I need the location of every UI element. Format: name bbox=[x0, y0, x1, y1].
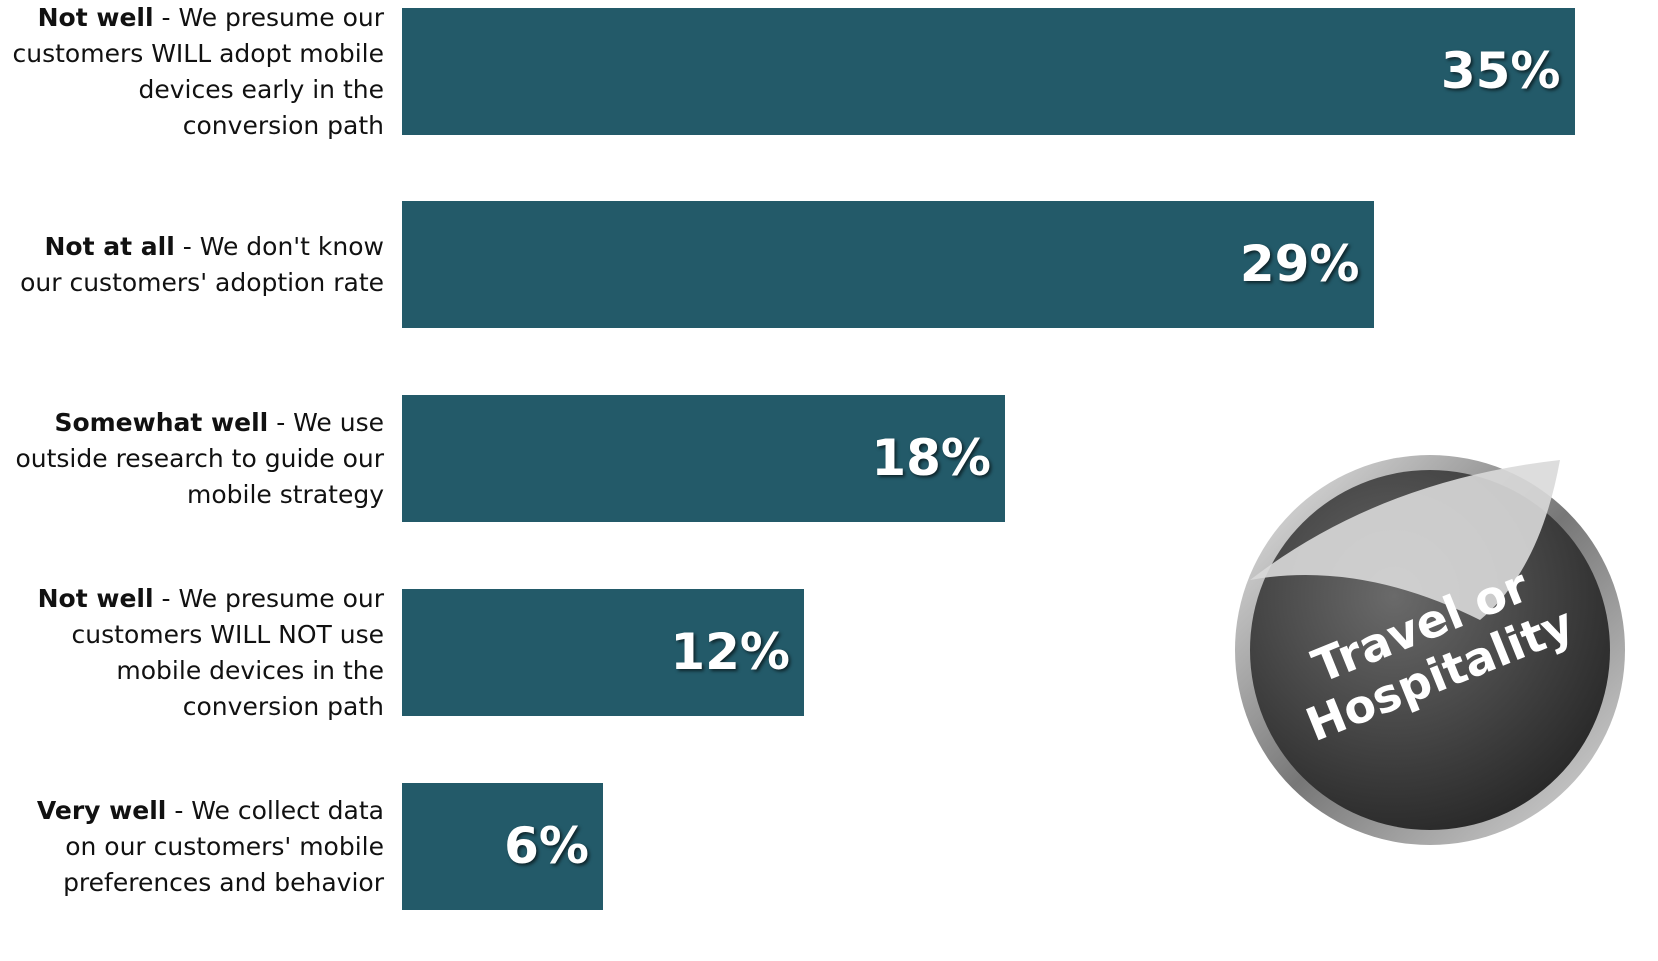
category-label: Not well - We presume our customers WILL… bbox=[12, 2, 384, 140]
value-label: 35% bbox=[1440, 42, 1561, 100]
bar bbox=[402, 589, 804, 716]
category-label: Not at all - We don't know our customers… bbox=[20, 231, 384, 297]
label-emphasis: Not well bbox=[37, 583, 154, 613]
value-label: 6% bbox=[504, 817, 589, 875]
bar bbox=[402, 201, 1374, 328]
category-label: Not well - We presume our customers WILL… bbox=[37, 583, 384, 721]
category-label: Very well - We collect data on our custo… bbox=[36, 795, 384, 897]
label-emphasis: Somewhat well bbox=[54, 407, 269, 437]
value-label: 18% bbox=[871, 429, 991, 487]
bar bbox=[402, 8, 1575, 135]
bar bbox=[402, 395, 1005, 522]
value-label: 29% bbox=[1239, 235, 1360, 293]
label-emphasis: Not well bbox=[37, 2, 154, 32]
category-label: Somewhat well - We use outside research … bbox=[15, 407, 384, 509]
label-emphasis: Not at all bbox=[44, 231, 175, 261]
badge-curl bbox=[1250, 460, 1560, 620]
value-label: 12% bbox=[670, 623, 790, 681]
label-emphasis: Very well bbox=[36, 795, 167, 825]
badge: Travel orHospitality bbox=[1235, 455, 1625, 845]
bar bbox=[402, 783, 603, 910]
